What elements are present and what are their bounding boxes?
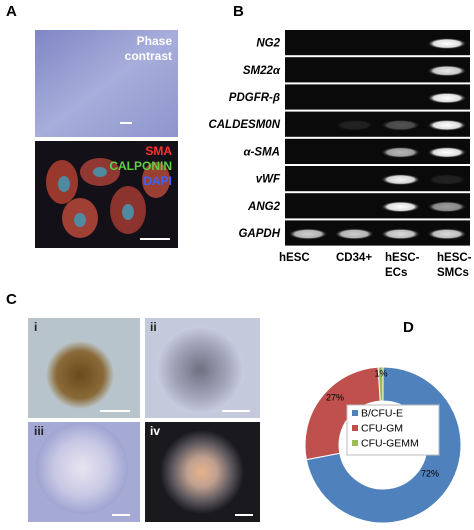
row-label: ANG2: [247, 201, 281, 213]
scale-bars: [100, 410, 253, 516]
stain-label: DAPI: [143, 174, 172, 188]
gel-band: [427, 228, 467, 240]
sublabel: ii: [150, 320, 157, 334]
value-label: 27%: [326, 392, 344, 402]
row-label: CALDESM0N: [208, 119, 280, 131]
scale-bar: [120, 122, 132, 124]
legend-label: B/CFU-E: [361, 407, 403, 419]
row-label: vWF: [256, 174, 281, 186]
caption: Phase: [137, 34, 173, 48]
donut-slice: [377, 366, 384, 402]
gel-band: [427, 38, 467, 50]
panel-label: A: [6, 3, 17, 20]
legend-swatch: [352, 425, 358, 431]
value-label: 1%: [374, 368, 387, 378]
column-label: hESC: [279, 252, 310, 264]
legend-label: CFU-GM: [361, 422, 403, 434]
value-label: 72%: [421, 468, 439, 478]
panel-label: D: [403, 319, 414, 336]
gel-band: [381, 174, 421, 186]
panel-label: B: [233, 3, 244, 20]
colony: [160, 430, 244, 514]
gel-band: [334, 228, 374, 240]
gel-band: [427, 119, 467, 131]
cells: [46, 158, 170, 238]
scale-bar: [140, 238, 170, 240]
sublabel: iii: [34, 424, 44, 438]
colony: [156, 326, 244, 414]
gel-band: [427, 146, 467, 158]
legend-swatch: [352, 440, 358, 446]
column-label: hESC-: [385, 252, 420, 264]
gel-band: [381, 201, 421, 213]
colony: [36, 422, 128, 514]
gel-band: [427, 92, 467, 104]
column-label: CD34+: [336, 252, 372, 264]
legend-box: [346, 404, 440, 456]
sublabel: i: [34, 320, 37, 334]
gel-band: [288, 228, 328, 240]
donut-chart: 72% 27% 1% B/CFU-E CFU-GM CFU-GEMM: [304, 366, 462, 524]
column-label: SMCs: [437, 267, 469, 279]
gel-band: [334, 119, 374, 131]
gel-band: [427, 65, 467, 77]
row-label: α-SMA: [243, 146, 280, 158]
gel-band: [427, 174, 467, 186]
row-label: GAPDH: [238, 228, 280, 240]
stain-label: CALPONIN: [109, 159, 172, 173]
gel-band: [381, 146, 421, 158]
row-label: PDGFR-β: [229, 92, 280, 104]
row-label: SM22α: [243, 65, 281, 77]
legend-swatch: [352, 410, 358, 416]
colony: [46, 341, 114, 409]
gel-band: [381, 119, 421, 131]
panel-label: C: [6, 291, 17, 308]
column-label: hESC-: [437, 252, 472, 264]
gel-band: [381, 228, 421, 240]
column-label: ECs: [385, 267, 407, 279]
legend-label: CFU-GEMM: [361, 437, 419, 449]
caption: contrast: [125, 49, 172, 63]
gel: NG2 SM22α PDGFR-β CALDESM0N α-SMA vWF ANG2 GAPD…: [208, 30, 472, 279]
sublabel: iv: [150, 424, 160, 438]
row-label: NG2: [256, 38, 280, 50]
gel-band: [427, 201, 467, 213]
phase-image: [35, 30, 178, 137]
stain-label: SMA: [145, 144, 172, 158]
